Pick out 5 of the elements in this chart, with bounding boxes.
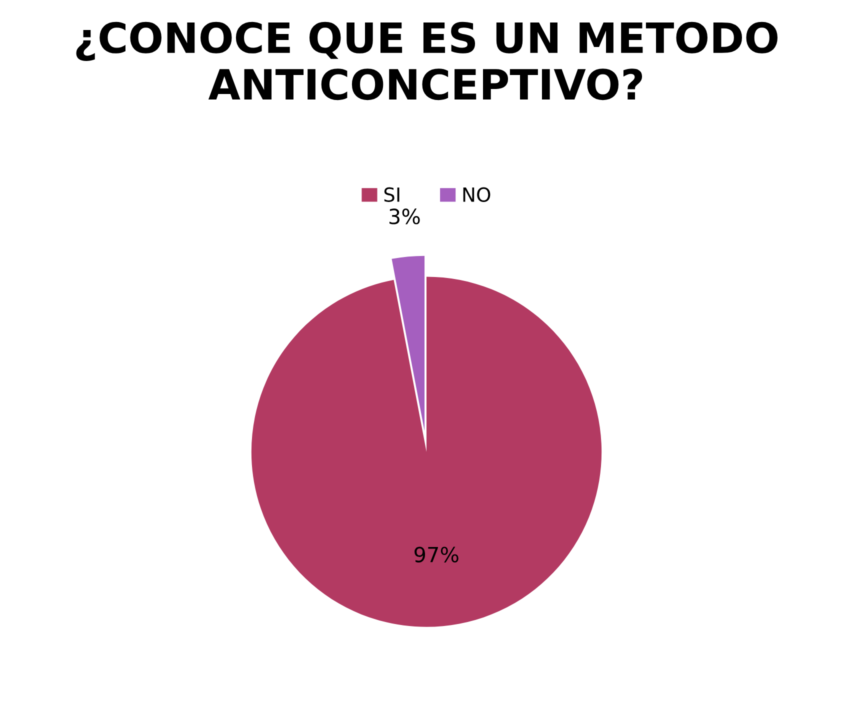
data-label: 97% — [414, 546, 458, 562]
chart-title: ¿CONOCE QUE ES UN METODO ANTICONCEPTIVO? — [76, 22, 778, 100]
legend-label: NO — [463, 187, 490, 202]
data-label: 3% — [389, 208, 420, 224]
legend-label: SI — [384, 187, 400, 202]
